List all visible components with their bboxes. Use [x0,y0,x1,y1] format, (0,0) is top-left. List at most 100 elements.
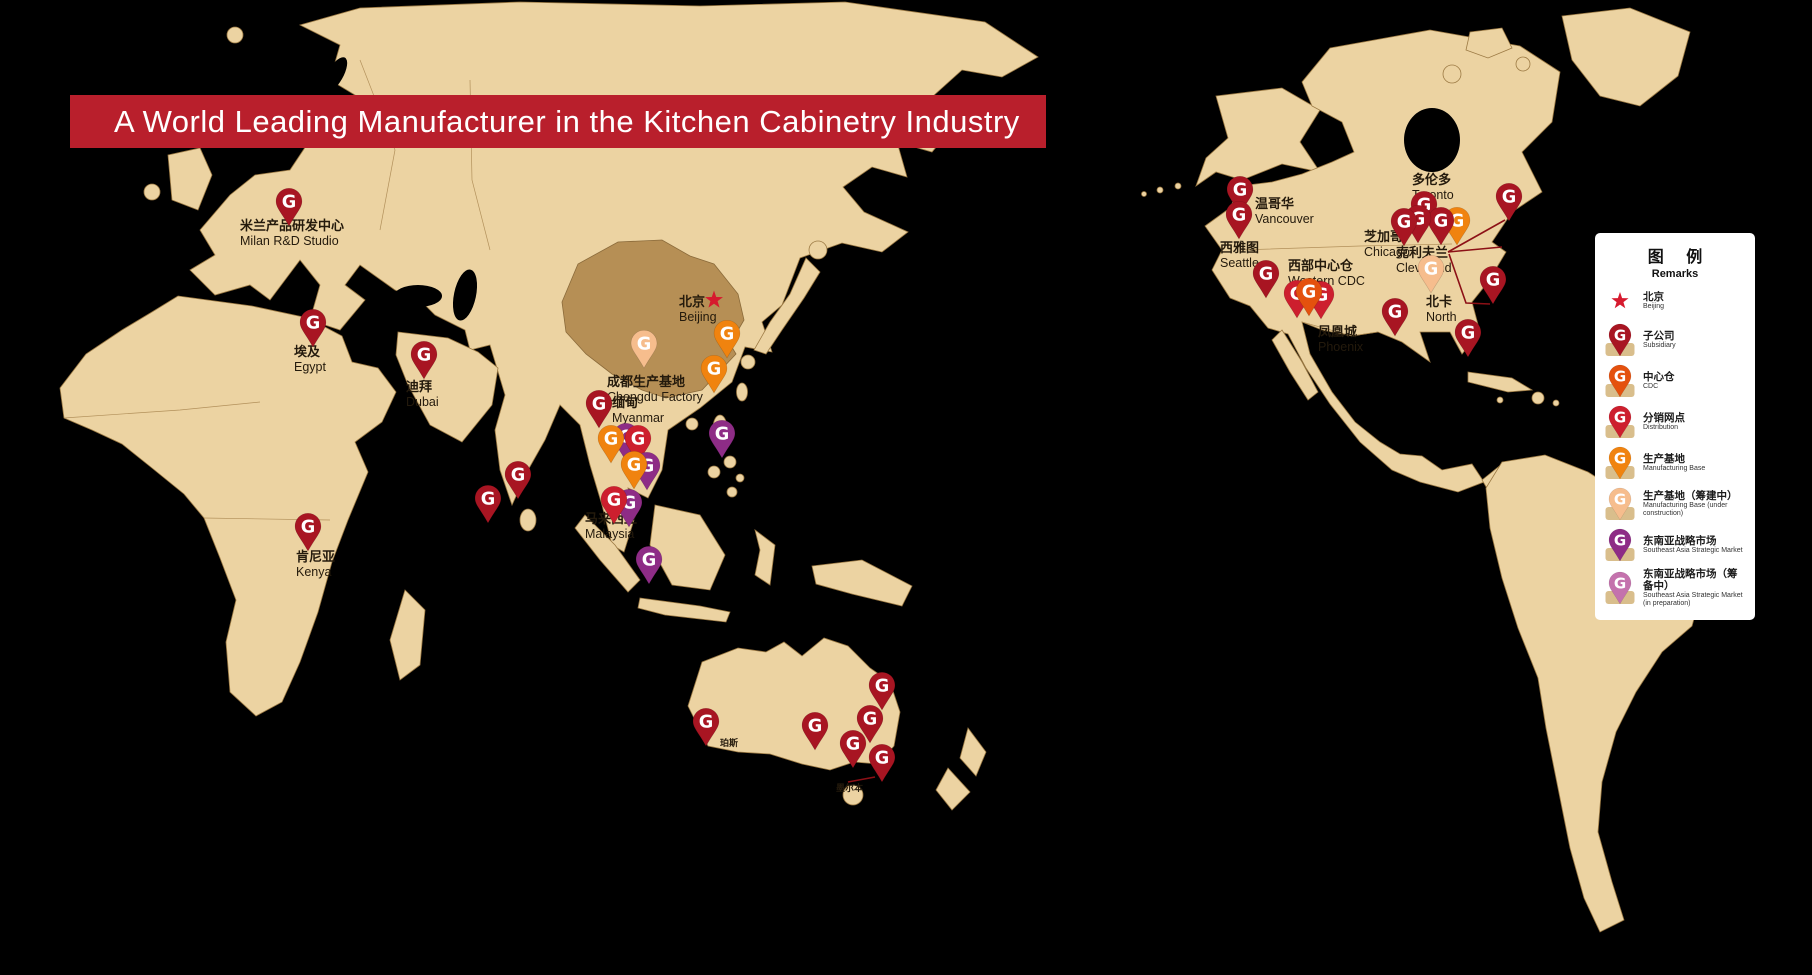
manufacturing_uc-pin-icon: G [1604,486,1636,521]
svg-text:G: G [604,430,619,450]
caspian-sea [452,269,478,321]
landmass-japan [753,257,821,355]
svg-text:G: G [282,193,297,213]
svg-text:西雅图: 西雅图 [1220,240,1259,255]
map-pin-texas[interactable]: G [1381,297,1409,337]
map-pin-philippines[interactable]: G [708,419,736,459]
map-pin-vietnam-mfg[interactable]: G [620,450,648,490]
map-pin-myanmar[interactable]: G [585,389,613,429]
svg-text:G: G [631,430,646,450]
svg-text:Dubai: Dubai [406,395,439,409]
map-pin-cleveland[interactable]: G [1427,206,1455,246]
svg-text:G: G [1388,303,1403,323]
legend-label-en: Subsidiary [1643,341,1676,349]
svg-text:G: G [808,717,823,737]
map-pin-dubai[interactable]: G [410,340,438,380]
border-line [63,401,261,419]
map-pin-south-china[interactable]: G [700,354,728,394]
svg-text:G: G [1614,409,1626,427]
map-pin-vancouver-b[interactable]: G [1225,200,1253,240]
svg-text:G: G [417,346,432,366]
island [707,465,721,479]
map-pin-indonesia[interactable]: G [635,545,663,585]
map-label-melbourne: 墨尔本 [836,782,864,793]
landmass-nz-north [959,727,987,777]
map-pin-brisbane[interactable]: G [868,671,896,711]
map-pin-thailand-mfg[interactable]: G [597,424,625,464]
landmass-cuba [1467,371,1534,393]
svg-text:西部中心仓: 西部中心仓 [1288,258,1354,273]
border-line [1239,243,1453,251]
svg-text:G: G [1259,265,1274,285]
map-pin-florida[interactable]: G [1454,318,1482,358]
landmass-borneo [649,504,726,591]
landmass-kyushu [740,354,756,370]
svg-text:G: G [875,677,890,697]
map-pin-egypt[interactable]: G [299,308,327,348]
map-pin-california[interactable]: G [1252,259,1280,299]
svg-text:G: G [1614,491,1626,509]
svg-text:肯尼亚: 肯尼亚 [296,549,335,564]
legend-label-en: Distribution [1643,423,1679,431]
map-pin-perth[interactable]: G [692,707,720,747]
leader-lines-layer [847,219,1506,783]
map-pin-east-china[interactable]: G [713,319,741,359]
legend-panel: 图 例 Remarks 北京 Beijing G 子公司 Subsidiary G 中心仓 C… [1595,233,1755,620]
landmass-ireland [143,183,161,201]
headline-text: A World Leading Manufacturer in the Kitc… [114,103,1020,139]
landmass-taiwan [736,382,748,402]
legend-label-en: CDC [1643,382,1659,390]
svg-text:G: G [511,466,526,486]
map-pin-adelaide[interactable]: G [801,711,829,751]
map-pin-india-east[interactable]: G [504,460,532,500]
svg-text:G: G [1461,324,1476,344]
svg-text:Kenya: Kenya [296,565,331,579]
landmass-madagascar [389,589,426,681]
svg-text:G: G [846,735,861,755]
sea_prep-pin-icon: G [1604,570,1636,605]
legend-item-manufacturing_uc: G 生产基地（筹建中） Manufacturing Base (under cons… [1604,486,1746,521]
svg-text:G: G [306,314,321,334]
map-pin-tasmania-offshore[interactable]: G [868,743,896,783]
map-pin-east-offshore-south[interactable]: G [1479,265,1507,305]
map-pin-milan[interactable]: G [275,187,303,227]
landmass-iceland [226,26,244,44]
hudson-bay [1404,108,1460,172]
landmass-tasmania [842,784,864,806]
svg-text:埃及: 埃及 [294,344,321,359]
map-pin-western-cdc[interactable]: G [1295,277,1323,317]
legend-item-sea_prep: G 东南亚战略市场（筹备中） Southeast Asia Strategic Ma… [1604,568,1746,608]
map-pin-malaysia-dist[interactable]: G [600,485,628,525]
legend-label-zh: 东南亚战略市场 [1643,534,1717,547]
map-pin-chicago-1[interactable]: G [1390,207,1418,247]
legend-item-subsidiary: G 子公司 Subsidiary [1604,322,1746,357]
legend-item-sea: G 东南亚战略市场 Southeast Asia Strategic Market [1604,527,1746,562]
map-pin-sydney[interactable]: G [856,704,884,744]
map-pin-north-carolina[interactable]: G [1417,254,1445,294]
legend-item-beijing: 北京 Beijing [1604,286,1746,316]
map-pin-india-west[interactable]: G [474,484,502,524]
svg-text:G: G [863,710,878,730]
border-line [1301,321,1379,337]
landmass-sulawesi [754,529,776,586]
svg-text:Beijing: Beijing [679,310,717,324]
svg-text:Chicago: Chicago [1364,245,1410,259]
map-pin-east-offshore-north[interactable]: G [1495,182,1523,222]
island [1531,391,1545,405]
island [1515,56,1531,72]
svg-text:成都生产基地: 成都生产基地 [607,374,685,389]
svg-text:米兰产品研发中心: 米兰产品研发中心 [240,218,344,233]
map-pin-kenya[interactable]: G [294,512,322,552]
distribution-pin-icon: G [1604,404,1636,439]
map-pin-melbourne[interactable]: G [839,729,867,769]
landmass-sri-lanka [519,508,537,532]
map-pin-chengdu[interactable]: G [630,329,658,369]
svg-text:G: G [592,395,607,415]
svg-text:Egypt: Egypt [294,360,326,374]
beijing-star-layer [705,290,723,308]
